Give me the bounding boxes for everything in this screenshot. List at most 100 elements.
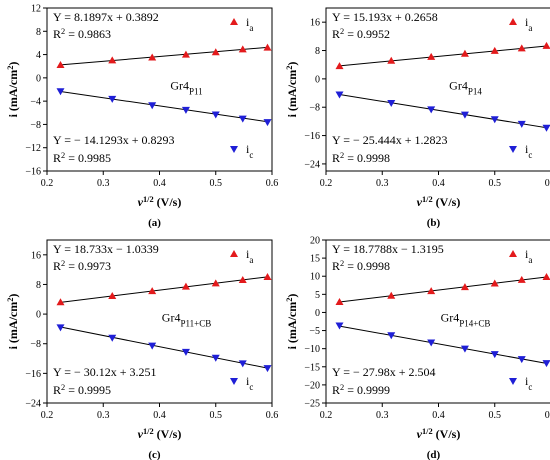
x-tick-label: 0.4 bbox=[432, 178, 445, 189]
y-tick-label: 8 bbox=[315, 46, 320, 57]
fit-line-ic bbox=[60, 90, 268, 123]
y-tick-label: 20 bbox=[310, 236, 320, 247]
equation-anodic: Y = 8.1897x + 0.3892 bbox=[53, 10, 159, 24]
fit-line-ia bbox=[339, 45, 547, 67]
y-tick-label: 0 bbox=[315, 74, 320, 85]
data-point-ia bbox=[542, 272, 550, 280]
y-tick-label: −16 bbox=[304, 131, 320, 142]
data-point-ia bbox=[460, 49, 469, 57]
y-tick-label: −25 bbox=[304, 399, 320, 410]
y-tick-label: 5 bbox=[315, 290, 320, 301]
data-point-ic bbox=[211, 354, 220, 362]
legend-label-ia: ia bbox=[246, 15, 253, 33]
legend-label-ia: ia bbox=[525, 15, 532, 33]
sample-label: Gr4P11 bbox=[170, 79, 202, 97]
data-point-ic bbox=[56, 88, 65, 96]
subfigure-label: (d) bbox=[427, 449, 441, 460]
data-point-ic bbox=[148, 102, 157, 110]
y-tick-label: 10 bbox=[310, 272, 320, 283]
y-tick-label: −24 bbox=[25, 399, 41, 410]
data-point-ic bbox=[517, 120, 526, 128]
y-tick-label: −4 bbox=[30, 97, 41, 108]
x-tick-label: 0.6 bbox=[545, 178, 550, 189]
data-point-ic bbox=[238, 115, 247, 123]
data-point-ic bbox=[490, 351, 499, 359]
data-point-ic bbox=[181, 348, 190, 356]
data-point-ic bbox=[263, 365, 272, 373]
subfigure-label: (b) bbox=[427, 217, 441, 229]
legend-label-ic: ic bbox=[525, 142, 532, 160]
r2-anodic: R2 = 0.9973 bbox=[53, 259, 111, 274]
subfigure-label: (c) bbox=[148, 449, 161, 460]
y-tick-label: 8 bbox=[36, 27, 41, 38]
y-tick-label: 0 bbox=[36, 310, 41, 321]
chart-panel-4: 0.2 0.3 0.4 0.5 0.6 −25 −20 −15 −10 −5 0 5 10 15 20 v1/… bbox=[285, 236, 550, 460]
data-point-ic bbox=[542, 360, 550, 368]
x-tick-label: 0.5 bbox=[210, 178, 223, 189]
r2-cathodic: R2 = 0.9985 bbox=[53, 151, 111, 166]
data-point-ic bbox=[460, 111, 469, 119]
x-tick-label: 0.5 bbox=[489, 410, 502, 421]
data-point-ia bbox=[108, 291, 117, 299]
data-point-ia bbox=[263, 43, 272, 51]
data-point-ic bbox=[211, 111, 220, 119]
data-point-ic bbox=[181, 106, 190, 114]
sample-label: Gr4P14+CB bbox=[441, 311, 491, 329]
data-point-ia bbox=[238, 45, 247, 53]
equation-anodic: Y = 15.193x + 0.2658 bbox=[332, 10, 438, 24]
y-tick-label: −16 bbox=[25, 167, 41, 178]
data-point-ia bbox=[490, 279, 499, 287]
equation-anodic: Y = 18.7788x − 1.3195 bbox=[332, 242, 444, 256]
data-point-ic bbox=[387, 99, 396, 107]
equation-anodic: Y = 18.733x − 1.0339 bbox=[53, 242, 159, 256]
data-point-ic bbox=[335, 322, 344, 330]
x-tick-label: 0.5 bbox=[489, 178, 502, 189]
y-tick-label: −8 bbox=[30, 120, 41, 131]
data-point-ic bbox=[335, 91, 344, 99]
equation-cathodic: Y = − 14.1293x + 0.8293 bbox=[53, 133, 175, 147]
chart-panel-2: 0.2 0.3 0.4 0.5 0.6 −24 −16 −8 0 8 16 v1/2 (V/s) i (… bbox=[285, 7, 550, 229]
data-point-ic bbox=[490, 116, 499, 124]
y-tick-label: −15 bbox=[304, 362, 320, 373]
equation-cathodic: Y = − 27.98x + 2.504 bbox=[332, 365, 436, 379]
data-point-ia bbox=[335, 297, 344, 305]
x-tick-label: 0.6 bbox=[266, 178, 279, 189]
data-point-ic bbox=[387, 332, 396, 340]
data-point-ia bbox=[490, 46, 499, 54]
data-point-ia bbox=[335, 62, 344, 70]
x-tick-label: 0.4 bbox=[432, 410, 445, 421]
data-point-ia bbox=[211, 279, 220, 287]
data-point-ic bbox=[108, 334, 117, 342]
x-tick-label: 0.6 bbox=[545, 410, 550, 421]
y-tick-label: −10 bbox=[304, 344, 320, 355]
data-point-ic bbox=[56, 324, 65, 332]
data-point-ic bbox=[460, 345, 469, 353]
data-point-ia bbox=[56, 61, 65, 69]
data-point-ia bbox=[517, 44, 526, 52]
data-point-ic bbox=[148, 342, 157, 350]
data-point-ic bbox=[263, 119, 272, 127]
y-tick-label: −12 bbox=[25, 143, 41, 154]
sample-label: Gr4P14 bbox=[449, 79, 482, 97]
y-tick-label: 16 bbox=[310, 18, 320, 29]
fit-line-ic bbox=[339, 94, 547, 129]
x-tick-label: 0.3 bbox=[376, 410, 389, 421]
y-axis-label: i (mA/cm2) bbox=[285, 62, 300, 118]
data-point-ia bbox=[56, 298, 65, 306]
fit-line-ia bbox=[339, 276, 547, 303]
sample-label: Gr4P11+CB bbox=[162, 311, 211, 329]
x-tick-label: 0.2 bbox=[320, 178, 333, 189]
legend-marker-ic bbox=[230, 146, 238, 153]
data-point-ia bbox=[542, 41, 550, 49]
y-tick-label: −8 bbox=[30, 339, 41, 350]
legend-marker-ia bbox=[509, 250, 517, 257]
x-tick-label: 0.2 bbox=[41, 410, 54, 421]
fit-line-ia bbox=[60, 46, 268, 66]
legend-marker-ic bbox=[230, 378, 238, 385]
chart-panel-1: 0.2 0.3 0.4 0.5 0.6 −16 −12 −8 −4 0 4 8 12 v1/2 (V/s)… bbox=[6, 4, 279, 230]
y-tick-label: −24 bbox=[304, 159, 320, 170]
x-axis-label: v1/2 (V/s) bbox=[417, 195, 461, 210]
y-tick-label: 8 bbox=[36, 280, 41, 291]
legend-marker-ia bbox=[230, 18, 238, 25]
